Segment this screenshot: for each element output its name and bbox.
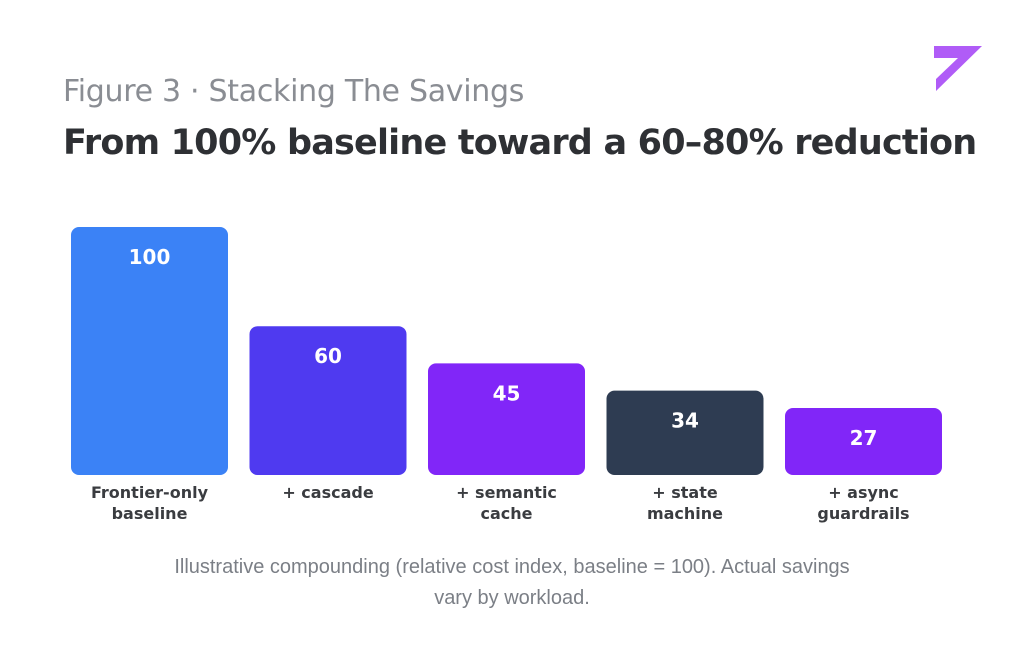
brand-logo-icon xyxy=(934,46,982,91)
data-label: 60 xyxy=(314,344,342,368)
category-label: Frontier-only xyxy=(91,483,209,502)
category-label: baseline xyxy=(112,504,188,523)
bar xyxy=(71,227,228,475)
figure-eyebrow: Figure 3 · Stacking The Savings xyxy=(63,74,525,109)
chart-title: From 100% baseline toward a 60–80% reduc… xyxy=(63,123,977,163)
category-label: + cascade xyxy=(282,483,374,502)
data-label: 27 xyxy=(850,426,878,450)
data-label: 34 xyxy=(671,409,699,433)
bar xyxy=(428,363,585,475)
bar xyxy=(606,390,764,475)
category-label: machine xyxy=(647,504,723,523)
category-label: + semantic xyxy=(456,483,557,502)
category-label: + state xyxy=(652,483,718,502)
brand-logo-shape xyxy=(934,46,982,91)
bar xyxy=(249,326,407,475)
chart-caption: Illustrative compounding (relative cost … xyxy=(174,556,850,609)
data-label: 45 xyxy=(493,381,521,405)
category-label: + async xyxy=(828,483,899,502)
category-label: cache xyxy=(480,504,532,523)
bar-chart: 100 Frontier-only baseline 60 + cascade 45 + s… xyxy=(71,227,942,523)
category-label: guardrails xyxy=(817,504,909,523)
bar xyxy=(785,408,942,475)
data-label: 100 xyxy=(129,245,171,269)
